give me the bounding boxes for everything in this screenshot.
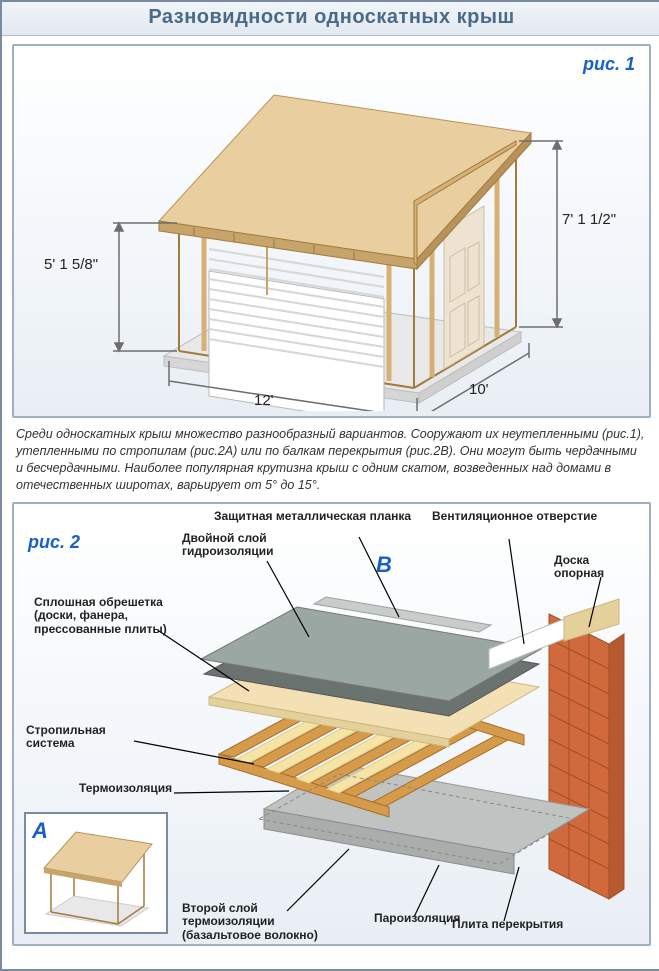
callout-rafters: Стропильная система bbox=[26, 724, 156, 752]
callout-slab: Плита перекрытия bbox=[452, 918, 563, 932]
callout-support-board: Доска опорная bbox=[554, 554, 634, 582]
callout-waterproofing: Двойной слой гидроизоляции bbox=[182, 532, 312, 560]
figure-2-panel: рис. 2 В bbox=[12, 502, 651, 946]
callout-metal-strip: Защитная металлическая планка bbox=[214, 510, 411, 524]
callout-vent: Вентиляционное отверстие bbox=[432, 510, 602, 524]
inset-a: А bbox=[24, 812, 168, 934]
page-title: Разновидности односкатных крыш bbox=[2, 6, 659, 29]
callout-sheathing: Сплошная обрешетка (доски, фанера, пресс… bbox=[34, 596, 174, 637]
title-bar: Разновидности односкатных крыш bbox=[2, 2, 659, 36]
description-text: Среди односкатных крыш множество разнооб… bbox=[16, 426, 647, 494]
dim-side-depth: 10' bbox=[469, 381, 489, 398]
dim-front-width: 12' bbox=[254, 392, 274, 409]
shed-diagram bbox=[19, 51, 639, 411]
dim-left-height: 5' 1 5/8" bbox=[44, 256, 98, 273]
figure-1-panel: рис. 1 bbox=[12, 44, 651, 418]
letter-a: А bbox=[32, 818, 48, 844]
callout-thermal: Термоизоляция bbox=[79, 782, 172, 796]
callout-vapor: Пароизоляция bbox=[374, 912, 460, 926]
dim-right-height: 7' 1 1/2" bbox=[562, 211, 616, 228]
page: Разновидности односкатных крыш рис. 1 bbox=[0, 0, 659, 971]
callout-basalt: Второй слой термоизоляции (базальтовое в… bbox=[182, 902, 352, 943]
